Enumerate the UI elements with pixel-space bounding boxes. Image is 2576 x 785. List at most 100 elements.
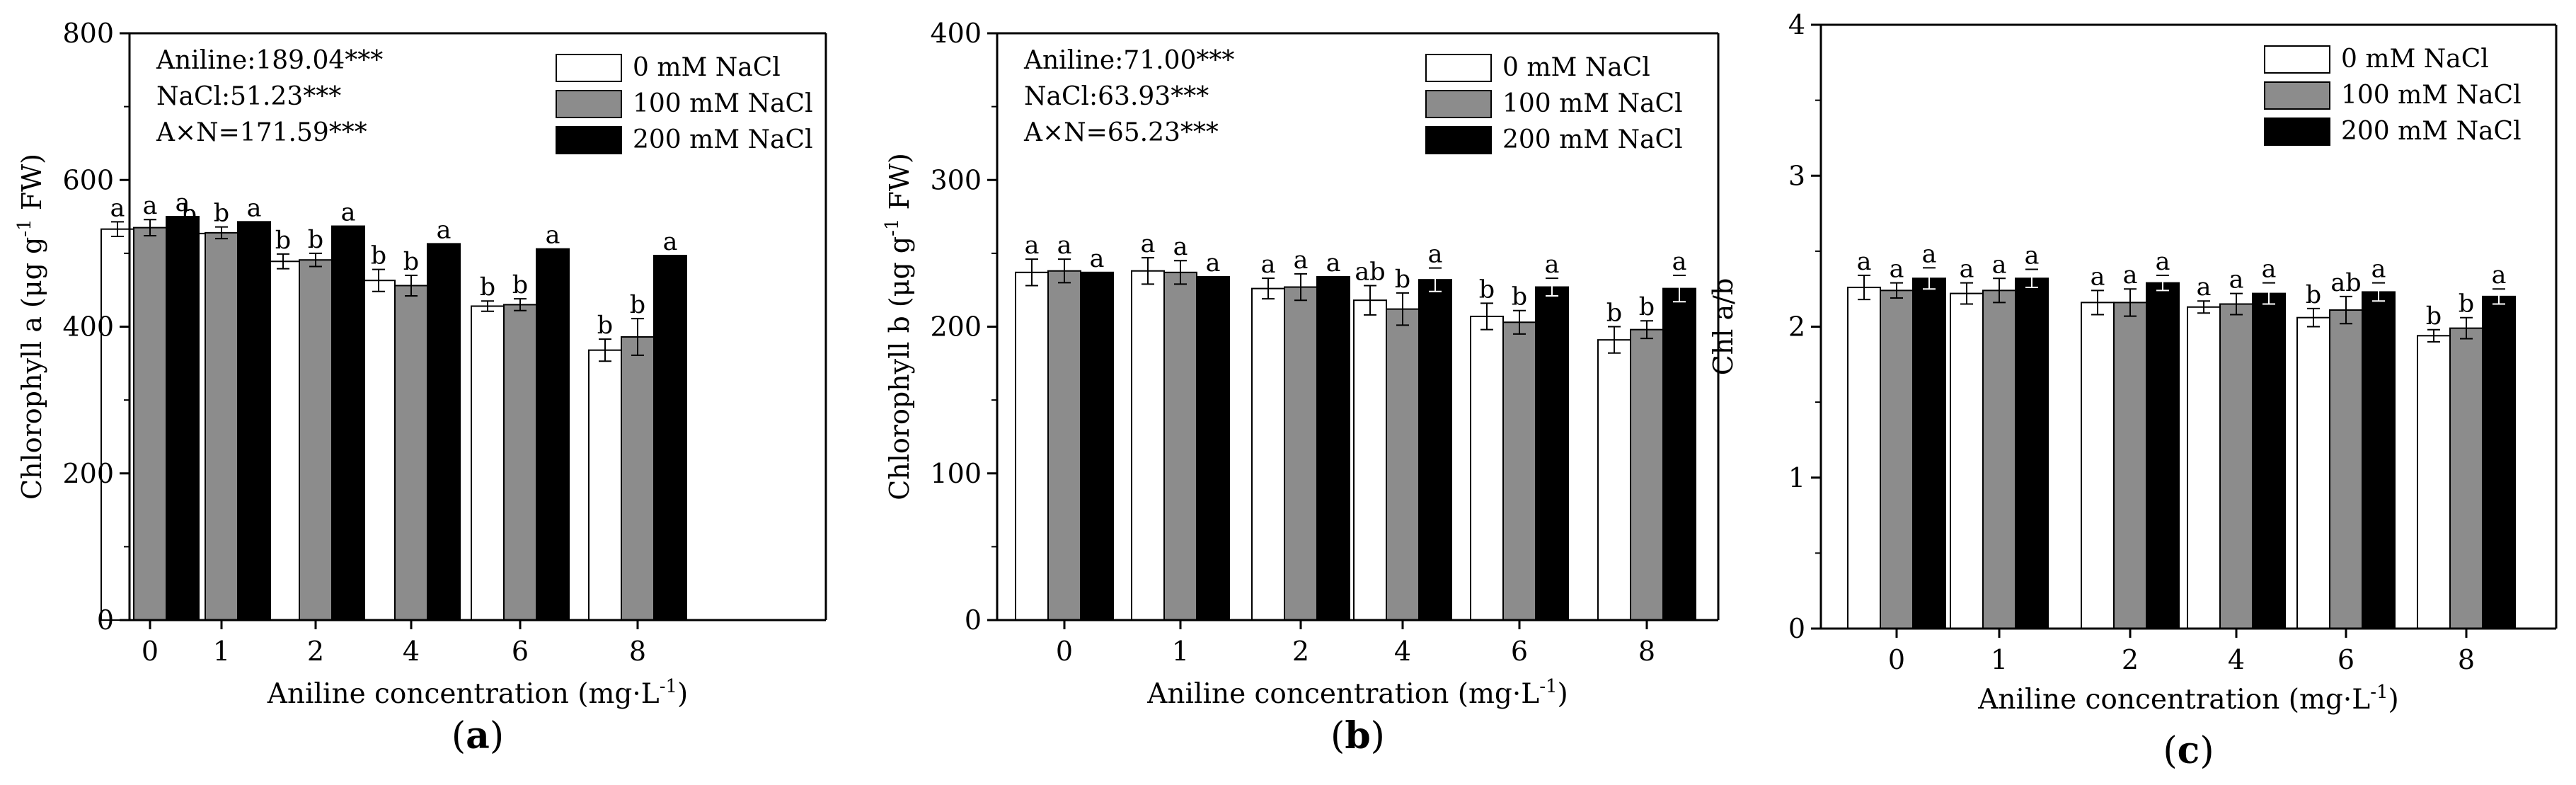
bar bbox=[1163, 271, 1197, 621]
significance-letter: b bbox=[597, 311, 613, 340]
x-axis-title: Aniline concentration (mg·L-1) bbox=[1146, 676, 1568, 710]
bar bbox=[1418, 279, 1452, 621]
bar bbox=[1251, 287, 1285, 621]
bar bbox=[394, 285, 428, 621]
bar bbox=[471, 305, 505, 621]
bar bbox=[2482, 295, 2516, 629]
y-tick-label: 3 bbox=[1788, 160, 1805, 191]
bar bbox=[2362, 291, 2396, 629]
bar bbox=[2329, 309, 2363, 629]
significance-letter: b bbox=[2306, 281, 2321, 309]
y-tick-label: 0 bbox=[97, 604, 114, 636]
y-tick-label: 800 bbox=[62, 18, 114, 49]
significance-letter: b bbox=[1512, 283, 1527, 311]
significance-letter: b bbox=[371, 242, 386, 270]
significance-letter: a bbox=[247, 194, 262, 222]
y-tick-label: 200 bbox=[62, 458, 114, 489]
bar bbox=[1847, 287, 1881, 629]
significance-letter: a bbox=[2156, 248, 2170, 276]
significance-letter: a bbox=[2123, 261, 2138, 290]
bar bbox=[1535, 286, 1569, 621]
bar bbox=[1015, 271, 1049, 621]
significance-letter: ab bbox=[2330, 269, 2361, 297]
bar bbox=[621, 336, 655, 621]
bar bbox=[133, 227, 167, 621]
legend-swatch bbox=[2264, 45, 2330, 74]
bar bbox=[362, 280, 396, 621]
x-tick-label: 1 bbox=[1991, 644, 2008, 675]
significance-letter: a bbox=[143, 192, 158, 220]
y-tick-label: 1 bbox=[1788, 462, 1805, 493]
bar bbox=[299, 259, 333, 621]
x-tick-label: 6 bbox=[2338, 644, 2354, 675]
y-tick-label: 100 bbox=[930, 458, 982, 489]
x-axis-title: Aniline concentration (mg·L-1) bbox=[1977, 682, 2399, 716]
significance-letter: a bbox=[1173, 233, 1188, 261]
bar bbox=[331, 225, 365, 621]
legend-swatch bbox=[556, 126, 622, 154]
bar bbox=[1880, 290, 1914, 629]
bar bbox=[2296, 316, 2330, 629]
significance-letter: ab bbox=[1355, 258, 1385, 286]
significance-letter: a bbox=[663, 228, 678, 256]
y-tick-label: 400 bbox=[62, 311, 114, 343]
significance-letter: a bbox=[1857, 248, 1872, 276]
y-tick-label: 0 bbox=[965, 604, 982, 636]
bar bbox=[100, 228, 134, 621]
significance-letter: b bbox=[512, 271, 528, 299]
x-tick-label: 4 bbox=[1394, 636, 1411, 667]
bar bbox=[2015, 277, 2049, 629]
significance-letter: a bbox=[110, 194, 125, 222]
significance-letter: b bbox=[2459, 290, 2474, 319]
x-tick-label: 2 bbox=[2122, 644, 2139, 675]
significance-letter: a bbox=[1206, 249, 1221, 277]
stats-annotation: Aniline:71.00*** bbox=[1023, 46, 1234, 75]
stats-annotation: NaCl:51.23*** bbox=[156, 82, 341, 111]
significance-letter: b bbox=[1395, 265, 1410, 294]
x-tick-label: 8 bbox=[2458, 644, 2475, 675]
panel-label: (b) bbox=[1330, 714, 1385, 757]
legend-swatch bbox=[2264, 81, 2330, 110]
significance-letter: a bbox=[1890, 256, 1904, 284]
x-tick-label: 0 bbox=[142, 636, 159, 667]
x-tick-label: 6 bbox=[512, 636, 529, 667]
y-tick-label: 600 bbox=[62, 164, 114, 195]
stats-annotation: NaCl:63.93*** bbox=[1024, 82, 1209, 111]
bar bbox=[2417, 335, 2451, 629]
bar bbox=[2146, 282, 2180, 629]
legend-label: 200 mM NaCl bbox=[2341, 117, 2522, 146]
bar bbox=[1284, 286, 1318, 621]
bar bbox=[1080, 271, 1114, 621]
y-tick-label: 0 bbox=[1788, 613, 1805, 644]
legend-swatch bbox=[556, 54, 622, 82]
bar bbox=[2219, 303, 2253, 629]
significance-letter: a bbox=[1141, 230, 1156, 258]
bar bbox=[503, 304, 537, 621]
significance-letter: a bbox=[2492, 261, 2507, 290]
legend-swatch bbox=[1425, 54, 1492, 82]
bar bbox=[1353, 299, 1387, 621]
y-tick-label: 400 bbox=[930, 18, 982, 49]
significance-letter: a bbox=[1090, 245, 1105, 273]
significance-letter: a bbox=[2025, 241, 2040, 270]
bar bbox=[237, 221, 271, 621]
significance-letter: b bbox=[308, 226, 323, 254]
x-tick-label: 8 bbox=[629, 636, 646, 667]
bar bbox=[1912, 277, 1946, 629]
stats-annotation: A×N=171.59*** bbox=[156, 118, 367, 147]
bar bbox=[1386, 308, 1420, 621]
stats-annotation: Aniline:189.04*** bbox=[156, 46, 383, 75]
x-axis-title: Aniline concentration (mg·L-1) bbox=[267, 676, 689, 710]
bar bbox=[653, 254, 687, 621]
x-tick-label: 4 bbox=[403, 636, 420, 667]
significance-letter: a bbox=[1428, 241, 1443, 269]
significance-letter: a bbox=[176, 189, 190, 217]
bar bbox=[1662, 287, 1696, 621]
legend-swatch bbox=[2264, 118, 2330, 146]
legend-label: 0 mM NaCl bbox=[633, 53, 781, 82]
y-tick-label: 300 bbox=[930, 164, 982, 195]
significance-letter: a bbox=[1261, 251, 1276, 279]
